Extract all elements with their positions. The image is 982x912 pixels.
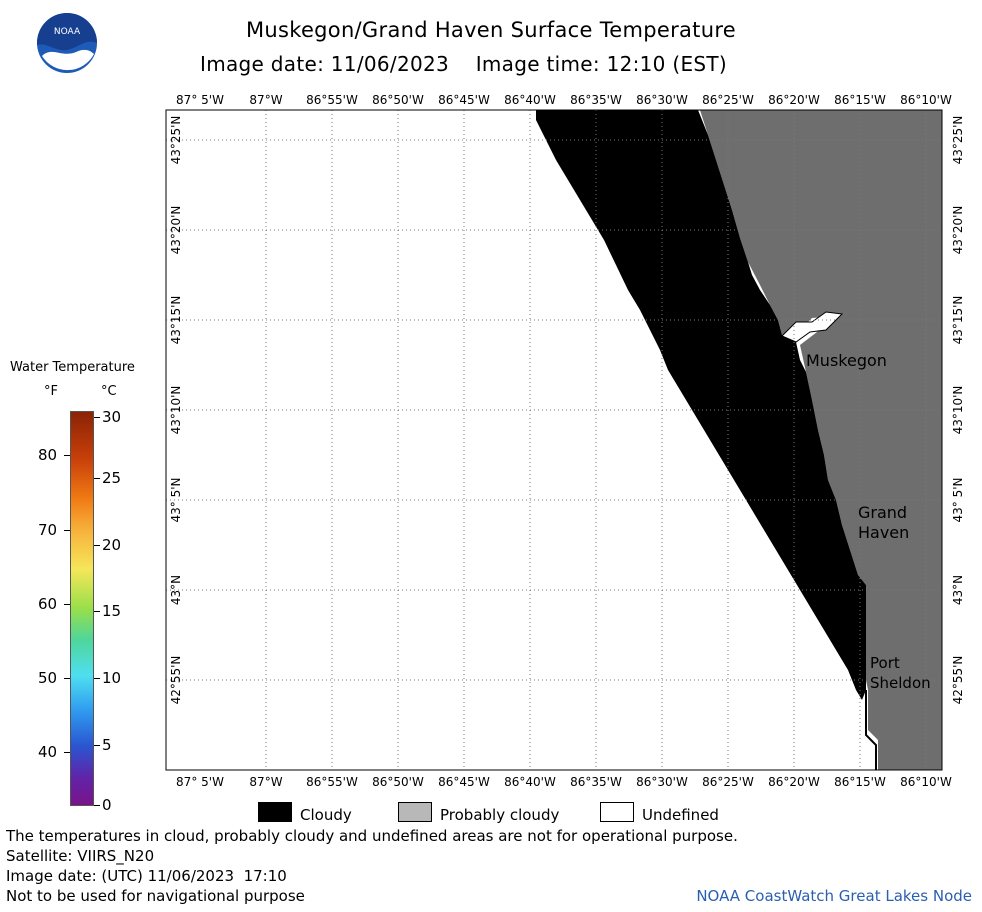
latitude-label: 43°15'N bbox=[169, 296, 183, 345]
longitude-label: 86°20'W bbox=[768, 775, 820, 789]
longitude-label: 86°45'W bbox=[438, 775, 490, 789]
longitude-label: 86°55'W bbox=[306, 93, 358, 107]
celsius-tick: 25 bbox=[102, 469, 122, 487]
latitude-label: 42°55'N bbox=[169, 656, 183, 705]
cloud-area bbox=[536, 110, 866, 700]
colorbar-tick-mark bbox=[94, 805, 100, 806]
fahrenheit-tick: 70 bbox=[38, 521, 58, 539]
shoreline bbox=[865, 690, 877, 770]
svg-text:NOAA: NOAA bbox=[54, 27, 81, 37]
fahrenheit-tick: 80 bbox=[38, 446, 58, 464]
footer-navigation-warning: Not to be used for navigational purpose bbox=[6, 887, 305, 905]
colorbar-tick-mark bbox=[64, 604, 70, 605]
latitude-label: 43°10'N bbox=[951, 386, 965, 435]
colorbar-title: Water Temperature bbox=[10, 360, 135, 375]
latitude-label: 42°55'N bbox=[951, 656, 965, 705]
longitude-label: 86°25'W bbox=[702, 775, 754, 789]
temperature-colorbar bbox=[70, 411, 94, 806]
unit-celsius: °C bbox=[101, 384, 117, 399]
longitude-label: 86°30'W bbox=[636, 775, 688, 789]
longitude-label: 86°50'W bbox=[372, 775, 424, 789]
place-muskegon: Muskegon bbox=[806, 351, 887, 370]
colorbar-tick-mark bbox=[94, 417, 100, 418]
latitude-label: 43°15'N bbox=[951, 296, 965, 345]
legend-label-cloudy: Cloudy bbox=[300, 806, 352, 824]
legend-swatch-cloudy bbox=[258, 802, 292, 822]
colorbar-tick-mark bbox=[94, 478, 100, 479]
longitude-label: 87°W bbox=[249, 93, 282, 107]
place-grand-haven: Grand Haven bbox=[858, 503, 909, 542]
latitude-label: 43°N bbox=[951, 575, 965, 605]
longitude-label: 86°10'W bbox=[900, 93, 952, 107]
longitude-label: 86°15'W bbox=[834, 775, 886, 789]
latitude-label: 43°25'N bbox=[951, 116, 965, 165]
celsius-tick: 20 bbox=[102, 536, 122, 554]
celsius-tick: 15 bbox=[102, 602, 122, 620]
latitude-label: 43° 5'N bbox=[951, 478, 965, 523]
colorbar-tick-mark bbox=[64, 530, 70, 531]
colorbar-tick-mark bbox=[94, 678, 100, 679]
latitude-label: 43°10'N bbox=[169, 386, 183, 435]
legend-label-undefined: Undefined bbox=[642, 806, 719, 824]
colorbar-tick-mark bbox=[94, 745, 100, 746]
latitude-label: 43° 5'N bbox=[169, 478, 183, 523]
colorbar-tick-mark bbox=[94, 611, 100, 612]
longitude-label: 86°15'W bbox=[834, 93, 886, 107]
land-area bbox=[700, 110, 942, 770]
longitude-label: 87°W bbox=[249, 775, 282, 789]
legend-label-probably-cloudy: Probably cloudy bbox=[440, 806, 560, 824]
place-port-sheldon: Port Sheldon bbox=[870, 654, 931, 692]
latitude-label: 43°25'N bbox=[169, 116, 183, 165]
longitude-label: 86°20'W bbox=[768, 93, 820, 107]
colorbar-tick-mark bbox=[64, 752, 70, 753]
longitude-label: 86°40'W bbox=[504, 775, 556, 789]
page-title: Muskegon/Grand Haven Surface Temperature bbox=[245, 18, 737, 42]
map-frame bbox=[165, 109, 943, 771]
longitude-label: 86°35'W bbox=[570, 93, 622, 107]
credit-text: NOAA CoastWatch Great Lakes Node bbox=[696, 887, 972, 905]
longitude-label: 86°25'W bbox=[702, 93, 754, 107]
legend-swatch-probably-cloudy bbox=[398, 802, 432, 822]
fahrenheit-tick: 50 bbox=[38, 669, 58, 687]
celsius-tick: 10 bbox=[102, 669, 122, 687]
longitude-label: 87° 5'W bbox=[176, 775, 224, 789]
latitude-label: 43°N bbox=[169, 575, 183, 605]
footer-utc-date: Image date: (UTC) 11/06/2023 17:10 bbox=[6, 867, 287, 885]
latitude-label: 43°20'N bbox=[951, 206, 965, 255]
colorbar-tick-mark bbox=[94, 545, 100, 546]
noaa-logo: NOAA bbox=[37, 13, 97, 73]
longitude-label: 86°40'W bbox=[504, 93, 556, 107]
longitude-label: 86°55'W bbox=[306, 775, 358, 789]
celsius-tick: 5 bbox=[102, 736, 112, 754]
footer-note-operational: The temperatures in cloud, probably clou… bbox=[6, 827, 738, 845]
graticule bbox=[166, 110, 942, 770]
celsius-tick: 0 bbox=[102, 796, 112, 814]
mask-legend: Cloudy Probably cloudy Undefined bbox=[258, 800, 758, 830]
fahrenheit-tick: 60 bbox=[38, 595, 58, 613]
muskegon-lake bbox=[781, 311, 844, 343]
longitude-label: 86°10'W bbox=[900, 775, 952, 789]
image-datetime: Image date: 11/06/2023 Image time: 12:10… bbox=[200, 52, 728, 76]
longitude-label: 86°35'W bbox=[570, 775, 622, 789]
colorbar-tick-mark bbox=[64, 678, 70, 679]
longitude-label: 87° 5'W bbox=[176, 93, 224, 107]
colorbar-tick-mark bbox=[64, 455, 70, 456]
longitude-label: 86°45'W bbox=[438, 93, 490, 107]
longitude-label: 86°50'W bbox=[372, 93, 424, 107]
celsius-tick: 30 bbox=[102, 408, 122, 426]
longitude-label: 86°30'W bbox=[636, 93, 688, 107]
fahrenheit-tick: 40 bbox=[38, 743, 58, 761]
latitude-label: 43°20'N bbox=[169, 206, 183, 255]
legend-swatch-undefined bbox=[600, 802, 634, 822]
footer-satellite: Satellite: VIIRS_N20 bbox=[6, 847, 155, 865]
unit-fahrenheit: °F bbox=[44, 384, 58, 399]
